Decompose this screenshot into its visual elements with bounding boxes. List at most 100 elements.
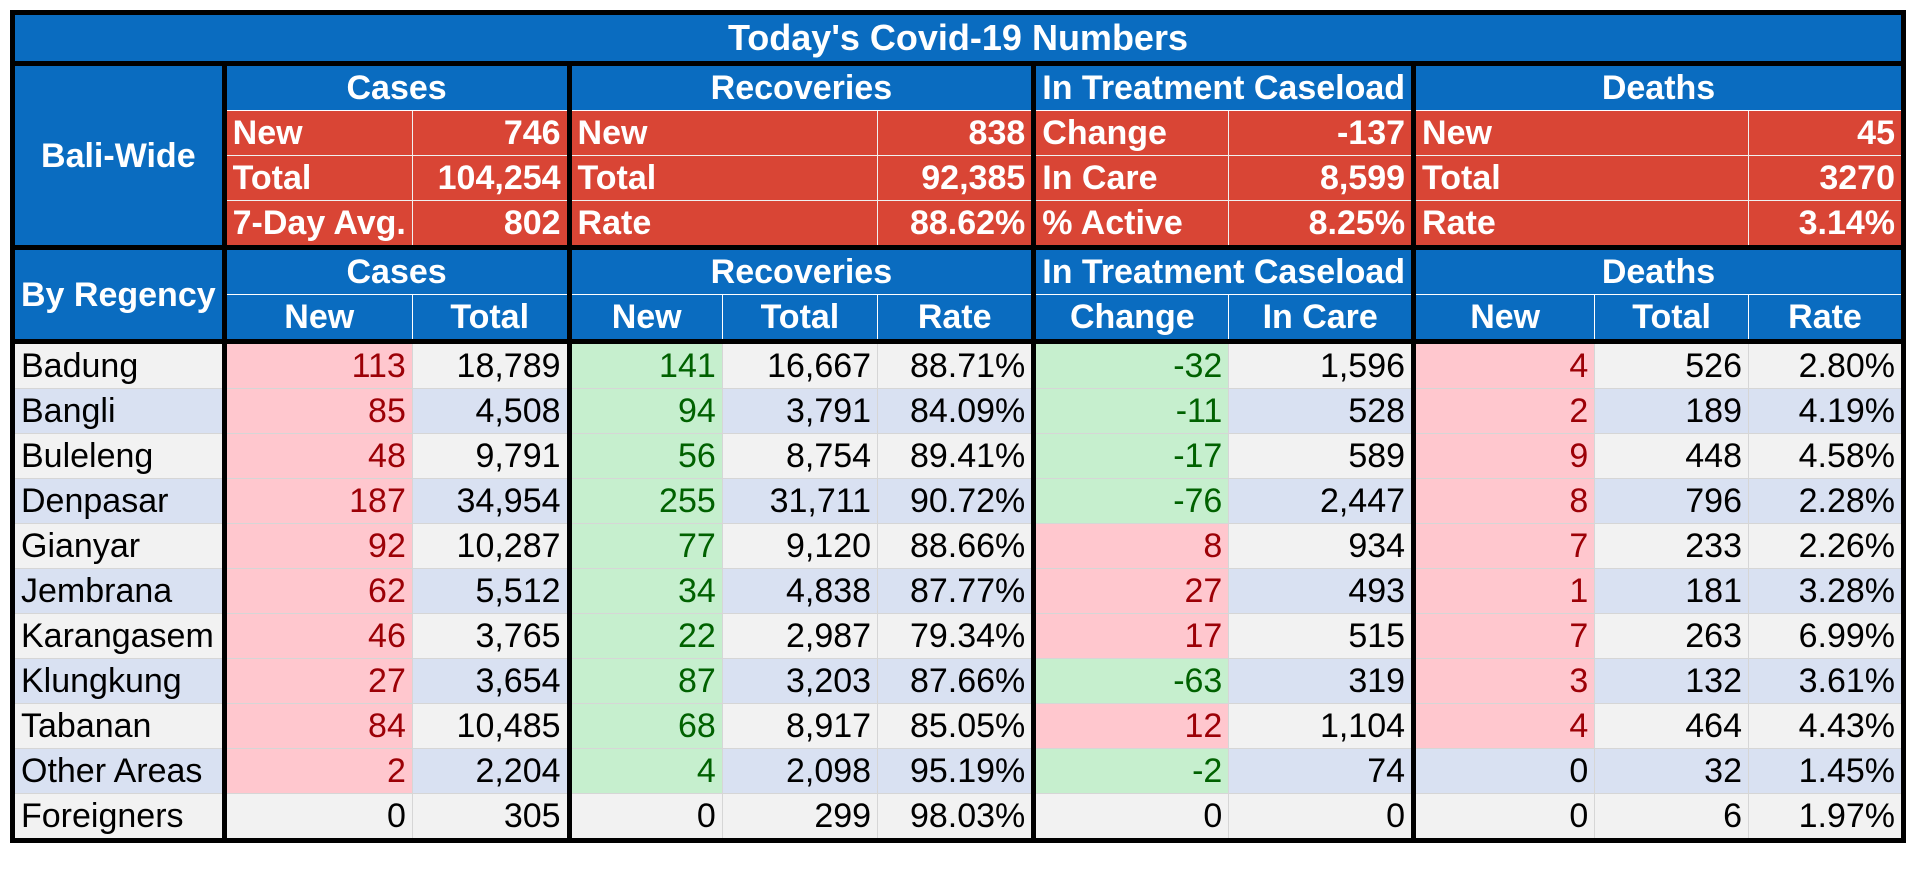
cases-label: New bbox=[224, 110, 413, 156]
cell-deaths-rate: 6.99% bbox=[1747, 613, 1906, 659]
cell-deaths-rate: 4.58% bbox=[1747, 433, 1906, 479]
cell-in-care: 528 bbox=[1228, 388, 1417, 434]
cell-rec-new: 141 bbox=[568, 341, 723, 389]
table-row: Bangli 85 4,508 94 3,791 84.09% -11 528 2 189 4.19… bbox=[10, 388, 1906, 434]
table-row: Other Areas 2 2,204 4 2,098 95.19% -2 74 0 32 1.45… bbox=[10, 748, 1906, 794]
table-title: Today's Covid-19 Numbers bbox=[10, 10, 1906, 64]
table-row: Denpasar 187 34,954 255 31,711 90.72% -76 2,447… bbox=[10, 478, 1906, 524]
column-header: New bbox=[568, 294, 723, 344]
cell-deaths-total: 796 bbox=[1594, 478, 1749, 524]
cell-rec-new: 68 bbox=[568, 703, 723, 749]
cell-deaths-total: 32 bbox=[1594, 748, 1749, 794]
column-header: Total bbox=[721, 294, 879, 344]
cases-value: 802 bbox=[412, 200, 572, 250]
cell-rec-total: 2,987 bbox=[721, 613, 879, 659]
bali-cases-header: Cases bbox=[223, 61, 572, 111]
cell-deaths-rate: 4.19% bbox=[1747, 388, 1906, 434]
cell-cases-total: 5,512 bbox=[411, 568, 572, 614]
cell-deaths-new: 4 bbox=[1413, 341, 1596, 389]
cell-change: -32 bbox=[1033, 341, 1230, 389]
bali-summary-row: New 746 New 838 Change -137 New 45 bbox=[13, 110, 1906, 156]
cell-deaths-new: 0 bbox=[1413, 793, 1596, 843]
recoveries-value: 838 bbox=[877, 110, 1037, 156]
cases-value: 746 bbox=[412, 110, 572, 156]
cell-rec-rate: 85.05% bbox=[877, 703, 1037, 749]
deaths-value: 3270 bbox=[1748, 155, 1906, 201]
cell-change: -11 bbox=[1033, 388, 1230, 434]
bali-deaths-header: Deaths bbox=[1413, 61, 1906, 111]
column-header-row: New Total New Total Rate Change In Care … bbox=[13, 294, 1906, 344]
cell-cases-new: 48 bbox=[223, 433, 413, 479]
cell-cases-new: 85 bbox=[223, 388, 413, 434]
cell-deaths-total: 233 bbox=[1594, 523, 1749, 569]
cell-cases-total: 34,954 bbox=[411, 478, 572, 524]
cell-rec-rate: 89.41% bbox=[877, 433, 1037, 479]
cell-deaths-new: 8 bbox=[1413, 478, 1596, 524]
cell-cases-new: 0 bbox=[223, 793, 413, 843]
cell-rec-total: 9,120 bbox=[721, 523, 879, 569]
cell-deaths-total: 181 bbox=[1594, 568, 1749, 614]
bali-recoveries-header: Recoveries bbox=[568, 61, 1037, 111]
deaths-label: New bbox=[1413, 110, 1749, 156]
bali-treatment-header: In Treatment Caseload bbox=[1033, 61, 1417, 111]
deaths-value: 45 bbox=[1748, 110, 1906, 156]
cell-cases-new: 113 bbox=[223, 341, 413, 389]
deaths-label: Rate bbox=[1413, 200, 1749, 250]
regency-name: Bangli bbox=[10, 388, 227, 434]
cell-in-care: 515 bbox=[1228, 613, 1417, 659]
bali-wide-label: Bali-Wide bbox=[10, 61, 227, 250]
treatment-value: 8,599 bbox=[1228, 155, 1417, 201]
cell-rec-new: 0 bbox=[568, 793, 723, 843]
regency-name: Jembrana bbox=[10, 568, 227, 614]
cell-cases-total: 2,204 bbox=[411, 748, 572, 794]
deaths-value: 3.14% bbox=[1748, 200, 1906, 250]
cell-deaths-new: 1 bbox=[1413, 568, 1596, 614]
cell-rec-new: 4 bbox=[568, 748, 723, 794]
cases-value: 104,254 bbox=[412, 155, 572, 201]
cell-deaths-new: 4 bbox=[1413, 703, 1596, 749]
recoveries-label: Total bbox=[569, 155, 879, 201]
cell-in-care: 1,596 bbox=[1228, 341, 1417, 389]
cell-in-care: 1,104 bbox=[1228, 703, 1417, 749]
cell-deaths-new: 9 bbox=[1413, 433, 1596, 479]
recoveries-value: 92,385 bbox=[877, 155, 1037, 201]
cell-rec-rate: 88.66% bbox=[877, 523, 1037, 569]
cell-deaths-total: 526 bbox=[1594, 341, 1749, 389]
deaths-label: Total bbox=[1413, 155, 1749, 201]
cell-cases-total: 18,789 bbox=[411, 341, 572, 389]
regency-name: Gianyar bbox=[10, 523, 227, 569]
cell-cases-total: 3,765 bbox=[411, 613, 572, 659]
regency-name: Karangasem bbox=[10, 613, 227, 659]
cell-rec-total: 3,203 bbox=[721, 658, 879, 704]
cell-deaths-new: 3 bbox=[1413, 658, 1596, 704]
cell-deaths-rate: 4.43% bbox=[1747, 703, 1906, 749]
regency-name: Badung bbox=[10, 341, 227, 389]
table-row: Buleleng 48 9,791 56 8,754 89.41% -17 589 9 448 4.… bbox=[10, 433, 1906, 479]
cell-change: 8 bbox=[1033, 523, 1230, 569]
regency-recoveries-header: Recoveries bbox=[568, 247, 1037, 295]
column-header: Total bbox=[1594, 294, 1749, 344]
covid-numbers-table: Today's Covid-19 Numbers Bali-Wide Cases… bbox=[10, 10, 1906, 843]
cell-deaths-rate: 3.61% bbox=[1747, 658, 1906, 704]
column-header: New bbox=[223, 294, 413, 344]
regency-name: Tabanan bbox=[10, 703, 227, 749]
regency-treatment-header: In Treatment Caseload bbox=[1033, 247, 1417, 295]
cell-change: 17 bbox=[1033, 613, 1230, 659]
cell-in-care: 2,447 bbox=[1228, 478, 1417, 524]
table-row: Klungkung 27 3,654 87 3,203 87.66% -63 319 3 132 3… bbox=[10, 658, 1906, 704]
cell-rec-new: 77 bbox=[568, 523, 723, 569]
cell-deaths-total: 263 bbox=[1594, 613, 1749, 659]
cell-cases-new: 187 bbox=[223, 478, 413, 524]
cell-deaths-rate: 3.28% bbox=[1747, 568, 1906, 614]
cell-rec-new: 34 bbox=[568, 568, 723, 614]
cell-rec-total: 8,754 bbox=[721, 433, 879, 479]
cell-rec-new: 255 bbox=[568, 478, 723, 524]
regency-name: Other Areas bbox=[10, 748, 227, 794]
bali-summary-row: 7-Day Avg. 802 Rate 88.62% % Active 8.25… bbox=[13, 200, 1906, 250]
cell-cases-new: 92 bbox=[223, 523, 413, 569]
column-header: Change bbox=[1033, 294, 1230, 344]
column-header: Rate bbox=[1747, 294, 1906, 344]
cell-change: 0 bbox=[1033, 793, 1230, 843]
table-row: Jembrana 62 5,512 34 4,838 87.77% 27 493 1 181 3.2… bbox=[10, 568, 1906, 614]
cell-rec-new: 22 bbox=[568, 613, 723, 659]
